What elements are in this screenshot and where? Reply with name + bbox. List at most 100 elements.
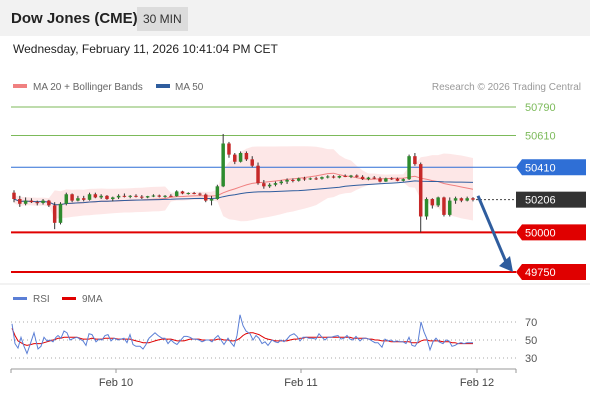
timeframe-badge[interactable]: 30 MIN <box>137 7 188 31</box>
rsi9ma-legend-swatch <box>62 297 76 300</box>
price-level-tag-49750 <box>516 264 586 280</box>
candle-body <box>70 194 74 201</box>
candle-body <box>471 198 475 200</box>
candle-body <box>465 198 469 201</box>
candle-body <box>116 195 121 198</box>
candle-body <box>285 179 289 182</box>
candle-body <box>302 178 307 180</box>
candle-body <box>424 199 429 217</box>
candle-body <box>407 156 411 180</box>
price-label-layer: 50790 50610 50410 50206 50000 49750 <box>516 102 586 280</box>
price-level-label-49750: 49750 <box>525 267 556 279</box>
candle-body <box>128 195 132 197</box>
candle-body <box>93 194 98 198</box>
candle-body <box>140 196 144 198</box>
candle-body <box>186 192 191 194</box>
candle-body <box>372 177 376 179</box>
candle-body <box>64 194 69 204</box>
candle-body <box>99 195 103 198</box>
candle-body <box>337 176 342 178</box>
candle-body <box>192 192 196 194</box>
price-level-label-50000: 50000 <box>525 227 556 239</box>
candle-body <box>355 175 359 177</box>
bollinger-band-layer <box>14 146 473 222</box>
candle-body <box>273 183 278 185</box>
candle-body <box>12 192 16 200</box>
candle-body <box>180 191 185 194</box>
ma20-legend-swatch <box>13 84 27 88</box>
time-axis-label: Feb 10 <box>99 377 133 389</box>
forecast-arrow-head <box>499 256 513 272</box>
research-credit: Research © 2026 Trading Central <box>432 82 581 93</box>
rsi-line <box>11 314 473 355</box>
chart-datetime: Wednesday, February 11, 2026 10:41:04 PM… <box>13 42 278 56</box>
price-level-label-50610: 50610 <box>525 131 556 143</box>
candle-body <box>23 200 28 204</box>
candle-body <box>308 178 313 180</box>
candle-body <box>453 198 458 201</box>
candle-body <box>250 159 254 166</box>
candle-body <box>349 175 353 177</box>
candle-body <box>314 178 318 180</box>
candle-body <box>244 153 249 160</box>
candle-body <box>58 203 63 223</box>
price-level-tag-50000 <box>516 224 586 241</box>
candle-body <box>209 199 214 201</box>
candle-body <box>430 199 435 206</box>
candle-body <box>320 177 324 179</box>
candle-body <box>163 195 167 197</box>
candle-body <box>29 200 34 203</box>
candle-body <box>291 179 295 181</box>
candle-body <box>413 156 417 165</box>
candle-layer <box>12 133 475 233</box>
instrument-title: Dow Jones (CME) <box>11 10 138 27</box>
candle-body <box>384 178 388 182</box>
candle-body <box>35 202 39 204</box>
candle-body <box>442 197 446 215</box>
candle-body <box>215 186 220 200</box>
rsi-panel: 70 50 30 <box>11 314 537 365</box>
candle-body <box>157 195 161 197</box>
candle-body <box>203 194 208 201</box>
time-axis-label: Feb 11 <box>284 377 317 389</box>
forecast-layer <box>476 195 513 272</box>
rsi-legend-label: RSI <box>33 294 50 305</box>
candle-body <box>87 194 92 200</box>
candle-body <box>436 197 440 206</box>
candle-body <box>418 164 423 217</box>
price-level-label-50790: 50790 <box>525 102 556 114</box>
candle-body <box>169 195 173 197</box>
ma20-legend-label: MA 20 + Bollinger Bands <box>33 82 143 93</box>
candle-body <box>331 176 336 178</box>
candle-body <box>401 179 406 181</box>
candle-body <box>360 176 365 180</box>
candle-body <box>326 176 330 178</box>
candle-body <box>52 205 57 223</box>
candle-body <box>41 200 45 203</box>
rsi-level-label-30: 30 <box>525 353 537 365</box>
candle-body <box>296 178 301 181</box>
candle-body <box>18 199 22 204</box>
forecast-arrow-shaft <box>476 195 508 263</box>
ma50-legend-swatch <box>156 84 170 88</box>
candle-body <box>343 176 347 178</box>
candle-body <box>238 153 243 162</box>
candle-body <box>459 198 464 201</box>
candle-body <box>395 178 400 181</box>
last-price-tag <box>516 191 586 208</box>
rsi-level-label-70: 70 <box>525 317 537 329</box>
candle-body <box>256 165 260 184</box>
candle-body <box>227 143 231 155</box>
candle-body <box>198 193 202 195</box>
chart-panel: Wednesday, February 11, 2026 10:41:04 PM… <box>0 36 590 400</box>
candle-body <box>279 181 284 184</box>
rsi-legend-swatch <box>13 297 27 300</box>
candle-body <box>267 184 272 187</box>
moving-average-layer <box>13 172 474 206</box>
candle-body <box>174 191 179 197</box>
rsi-level-label-50: 50 <box>525 335 537 347</box>
candle-body <box>134 195 138 197</box>
candle-body <box>448 200 452 215</box>
price-level-label-50410: 50410 <box>525 162 556 174</box>
bollinger-band <box>14 146 473 222</box>
